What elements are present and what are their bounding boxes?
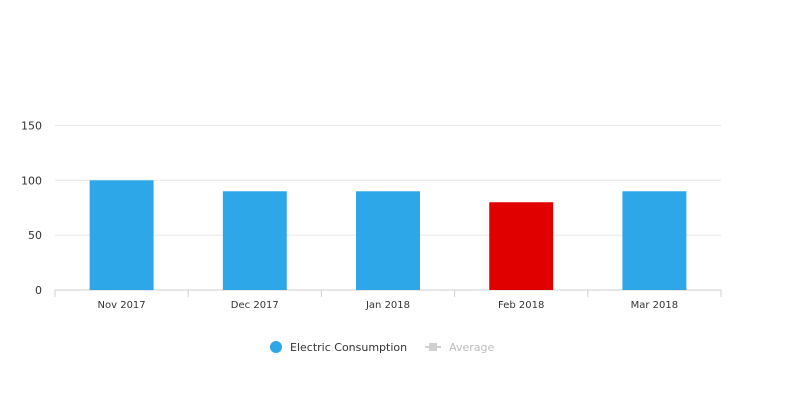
x-tick-label: Mar 2018: [631, 300, 679, 311]
legend-item-average[interactable]: Average: [425, 341, 494, 354]
bar: [222, 191, 287, 290]
legend-item-electric-consumption[interactable]: Electric Consumption: [270, 341, 407, 354]
chart-legend: Electric Consumption Average: [270, 338, 494, 356]
y-tick-label: 0: [35, 284, 42, 297]
y-tick-label: 50: [28, 229, 42, 242]
bar: [622, 191, 687, 290]
legend-line-icon: [425, 342, 442, 352]
y-tick-labels: 0 50 100 150: [21, 119, 42, 297]
bar: [356, 191, 420, 290]
legend-label-electric-consumption: Electric Consumption: [290, 340, 408, 354]
legend-label-average: Average: [449, 340, 495, 354]
legend-dot-icon: [270, 341, 282, 353]
x-tick-label: Dec 2017: [231, 300, 279, 311]
bar: [489, 202, 554, 290]
bar: [89, 180, 154, 290]
x-tick-label: Nov 2017: [98, 300, 146, 311]
y-tick-label: 100: [21, 174, 42, 187]
x-tick-label: Feb 2018: [498, 300, 544, 311]
x-tick-label: Jan 2018: [365, 300, 410, 311]
x-tick-labels: Nov 2017 Dec 2017 Jan 2018 Feb 2018 Mar 2018: [98, 300, 679, 311]
x-axis: [54, 289, 722, 297]
y-tick-label: 150: [21, 119, 42, 132]
bars: [89, 180, 687, 290]
